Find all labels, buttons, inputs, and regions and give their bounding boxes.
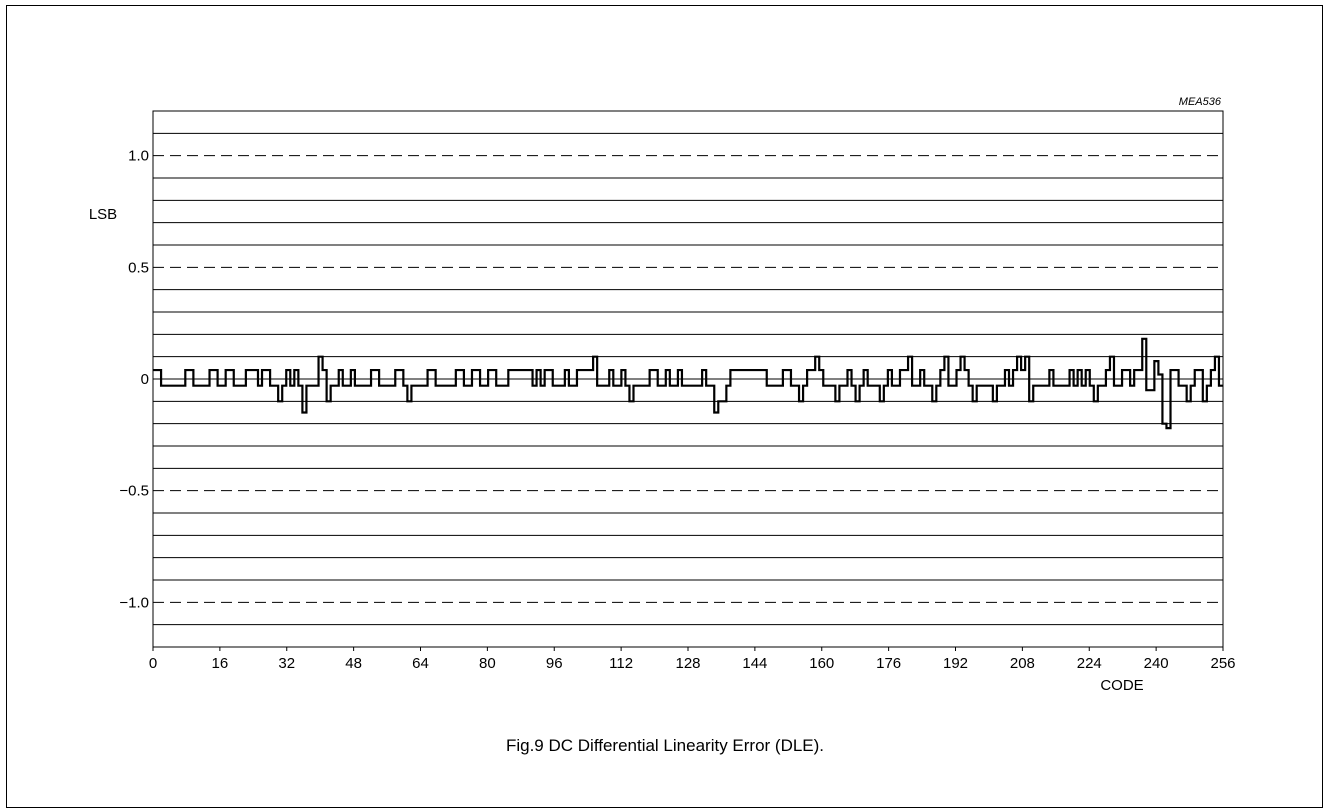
x-axis: 0 16 32 48 64 80 96 112 128 144 160 176 192 208 224 240… [149,647,1236,672]
x-tick-label: 16 [212,655,229,672]
figure-reference: MEA536 [1179,96,1222,108]
dle-trace [153,337,1223,430]
x-tick-label: 48 [345,655,362,672]
y-tick-label: 1.0 [128,148,149,165]
y-axis-label: LSB [89,206,117,223]
figure-frame [6,5,1323,808]
y-axis: 1.0 0.5 0 −0.5 −1.0 [119,148,149,612]
x-tick-label: 32 [278,655,295,672]
y-tick-label: 0 [141,371,149,388]
figure-caption: Fig.9 DC Differential Linearity Error (D… [505,736,825,755]
grid [153,132,1223,626]
x-tick-label: 64 [412,655,429,672]
x-tick-label: 176 [876,655,901,672]
x-tick-label: 256 [1210,655,1235,672]
x-tick-label: 144 [742,655,767,672]
y-tick-label: 0.5 [128,259,149,276]
x-tick-label: 208 [1010,655,1035,672]
x-tick-label: 192 [943,655,968,672]
x-tick-label: 160 [809,655,834,672]
x-tick-label: 128 [675,655,700,672]
x-tick-label: 80 [479,655,496,672]
x-tick-label: 96 [546,655,563,672]
x-axis-label: CODE [1100,677,1143,694]
y-tick-label: −0.5 [119,483,149,500]
x-tick-label: 0 [149,655,157,672]
dashed-reference-lines [153,155,1223,603]
y-tick-label: −1.0 [119,594,149,611]
x-tick-label: 240 [1144,655,1169,672]
x-tick-label: 224 [1077,655,1102,672]
x-tick-label: 112 [609,655,633,672]
